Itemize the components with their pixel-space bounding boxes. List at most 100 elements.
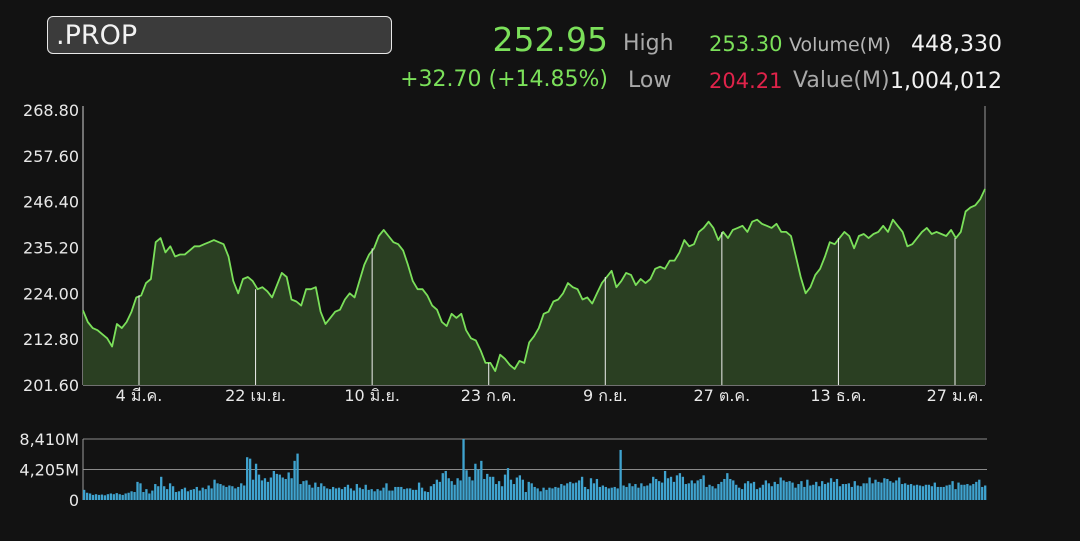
volume-bar xyxy=(133,492,136,500)
volume-bar xyxy=(165,489,169,500)
volume-bar xyxy=(500,486,504,500)
volume-bar xyxy=(388,490,391,500)
volume-bar xyxy=(512,484,516,500)
volume-bar xyxy=(767,483,770,500)
volume-bar xyxy=(927,484,931,500)
volume-bar xyxy=(112,494,115,500)
price-x-tick-label: 9 ก.ย. xyxy=(583,386,628,405)
volume-bar xyxy=(317,486,320,500)
volume-bar xyxy=(803,486,806,500)
volume-bar xyxy=(904,483,907,500)
volume-bar xyxy=(743,483,747,500)
volume-bar xyxy=(838,486,842,500)
volume-bar xyxy=(225,486,228,500)
volume-bar xyxy=(506,468,510,500)
volume-bar xyxy=(806,479,809,500)
price-x-tick-label: 13 ธ.ค. xyxy=(810,386,866,405)
volume-bar xyxy=(228,485,231,500)
volume-y-tick-label: 8,410M xyxy=(19,430,79,449)
volume-bar xyxy=(486,473,489,500)
volume-bar xyxy=(850,486,853,500)
volume-bar xyxy=(346,484,350,500)
volume-bar xyxy=(539,491,542,500)
volume-bar xyxy=(773,481,776,500)
volume-bar xyxy=(746,481,750,500)
volume-bar xyxy=(758,487,762,500)
volume-bar xyxy=(649,483,652,500)
volume-bar xyxy=(263,478,267,500)
volume-bar xyxy=(450,481,453,500)
volume-bar xyxy=(337,487,341,500)
volume-bar xyxy=(823,484,827,500)
volume-bar xyxy=(948,484,951,500)
volume-bar xyxy=(749,483,753,500)
volume-label: Volume(M) xyxy=(789,34,891,56)
volume-bar xyxy=(800,481,803,500)
volume-bar xyxy=(871,483,874,500)
value-value: 1,004,012 xyxy=(890,69,1002,94)
value-label: Value(M) xyxy=(793,68,890,93)
volume-bar xyxy=(732,480,735,500)
volume-bar xyxy=(394,486,397,500)
volume-bar xyxy=(788,481,791,500)
volume-bar xyxy=(821,481,824,500)
volume-bar xyxy=(429,486,433,500)
volume-bar xyxy=(494,484,498,500)
volume-bar xyxy=(409,488,412,500)
volume-bar xyxy=(794,487,797,500)
symbol-search-box[interactable]: .PROP xyxy=(47,16,392,54)
volume-bar xyxy=(856,485,859,500)
volume-bar xyxy=(334,488,338,500)
volume-bar xyxy=(151,490,154,500)
volume-bar xyxy=(972,484,975,500)
volume-bar xyxy=(275,473,278,500)
volume-bar xyxy=(554,486,557,500)
volume-bar xyxy=(625,486,628,500)
volume-bar xyxy=(954,489,957,500)
volume-bar xyxy=(981,486,984,500)
low-value: 204.21 xyxy=(709,69,783,93)
volume-bar xyxy=(628,483,631,500)
volume-bar xyxy=(515,477,519,500)
volume-bar xyxy=(290,478,293,500)
volume-bar xyxy=(622,485,625,500)
volume-bar xyxy=(575,482,578,500)
volume-bar xyxy=(308,484,311,500)
volume-bar xyxy=(272,470,275,500)
volume-bar xyxy=(497,481,501,500)
volume-bar xyxy=(557,487,560,500)
volume-bar xyxy=(915,484,919,500)
volume-bar xyxy=(969,485,972,500)
volume-bar xyxy=(569,481,572,500)
volume-bar xyxy=(646,485,649,500)
volume-bar xyxy=(163,486,166,500)
volume-bar xyxy=(631,486,634,500)
volume-bar xyxy=(951,481,954,500)
volume-bar xyxy=(580,476,584,500)
volume-bar xyxy=(331,486,335,500)
price-y-tick-label: 224.00 xyxy=(23,284,79,303)
volume-bar xyxy=(785,481,788,500)
volume-bar xyxy=(471,480,474,500)
volume-bar xyxy=(154,484,157,500)
volume-bar xyxy=(432,484,436,500)
volume-bar xyxy=(329,489,332,500)
volume-bar xyxy=(477,469,480,500)
volume-bar xyxy=(939,486,942,500)
volume-bar xyxy=(782,480,785,500)
volume-bar xyxy=(714,488,717,500)
volume-bar xyxy=(420,487,424,500)
volume-bar xyxy=(595,478,599,500)
volume-bar xyxy=(246,457,249,500)
volume-bar xyxy=(877,481,880,500)
volume-bar xyxy=(186,491,190,500)
volume-bar xyxy=(524,492,527,500)
volume-bar xyxy=(933,482,936,500)
volume-bar xyxy=(895,480,898,500)
volume-bar xyxy=(373,491,376,500)
volume-bar xyxy=(299,484,302,500)
volume-bar xyxy=(711,486,714,500)
volume-bar xyxy=(658,481,661,500)
volume-bar xyxy=(323,486,326,500)
